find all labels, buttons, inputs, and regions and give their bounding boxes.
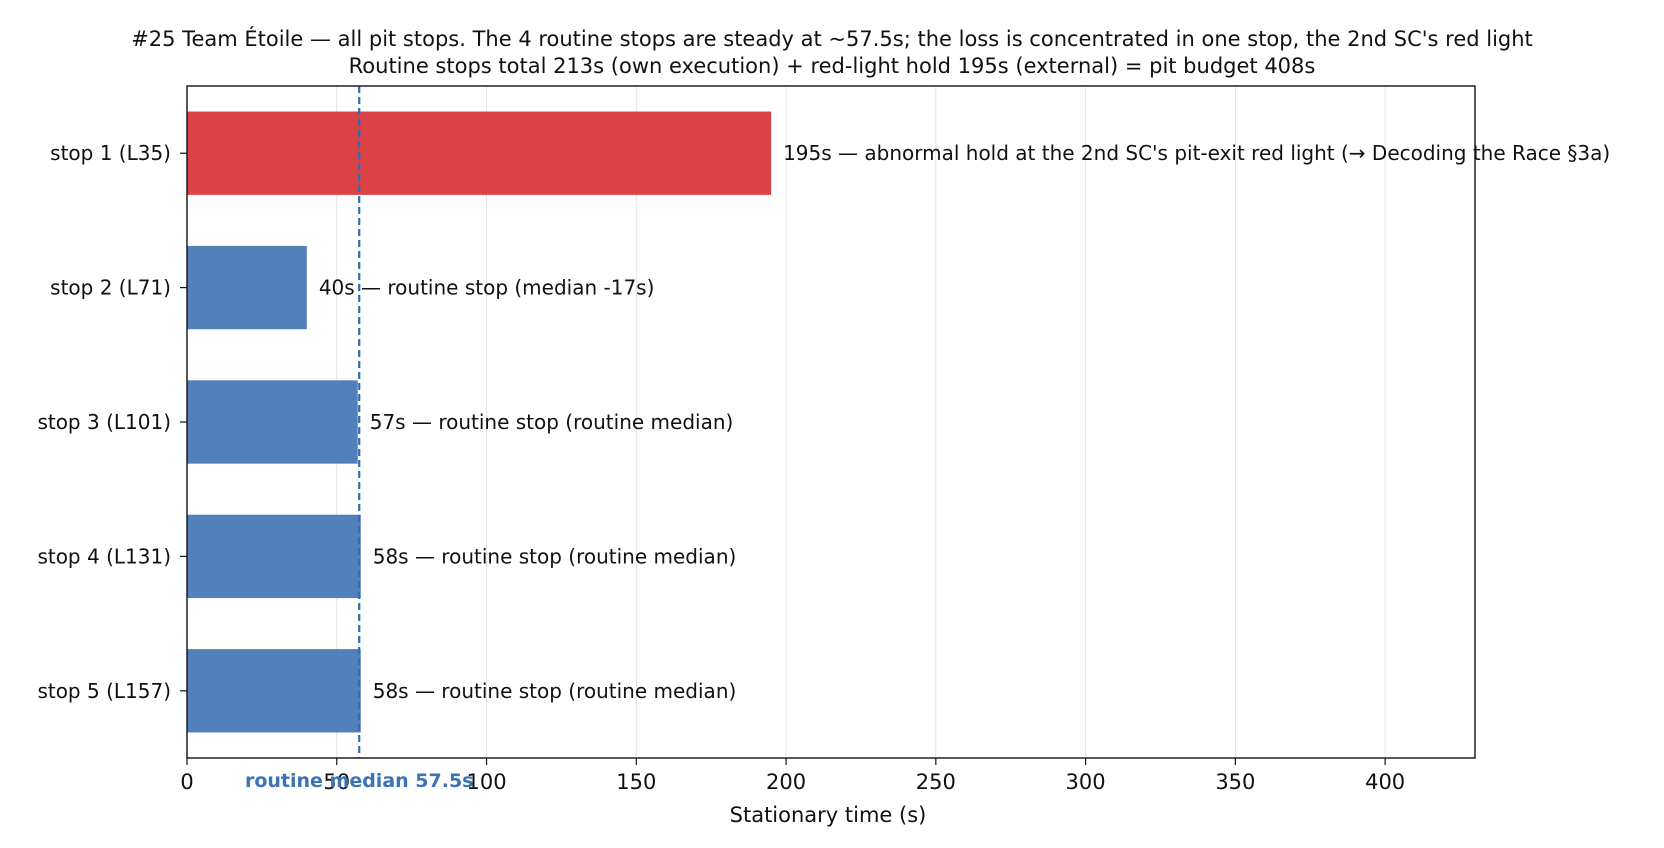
y-tick-label: stop 2 (L71) [50, 276, 171, 300]
bar-4 [187, 514, 361, 599]
bar-annotation-5: 58s — routine stop (routine median) [373, 679, 737, 703]
x-axis-ticks: 0 50 100 150 200 250 300 350 400 [180, 758, 1405, 794]
bars [187, 111, 772, 733]
y-tick-label: stop 3 (L101) [37, 410, 171, 434]
x-tick-label: 50 [323, 770, 350, 794]
x-tick-label: 0 [180, 770, 193, 794]
chart-title: #25 Team Étoile — all pit stops. The 4 r… [131, 26, 1533, 51]
y-axis-ticks: stop 1 (L35) stop 2 (L71) stop 3 (L101) sto… [37, 141, 187, 703]
bar-annotation-4: 58s — routine stop (routine median) [373, 544, 737, 568]
x-axis-label: Stationary time (s) [730, 803, 927, 827]
x-tick-label: 400 [1365, 770, 1405, 794]
bar-3 [187, 380, 358, 464]
bar-5 [187, 649, 361, 733]
x-tick-label: 350 [1215, 770, 1255, 794]
y-tick-label: stop 5 (L157) [37, 679, 171, 703]
bar-annotation-3: 57s — routine stop (routine median) [370, 410, 734, 434]
x-tick-label: 150 [616, 770, 656, 794]
bar-annotations: 195s — abnormal hold at the 2nd SC's pit… [245, 141, 1610, 792]
grid-lines [336, 86, 1386, 758]
y-tick-label: stop 1 (L35) [50, 141, 171, 165]
chart-subtitle: Routine stops total 213s (own execution)… [349, 54, 1316, 78]
x-tick-label: 200 [766, 770, 806, 794]
bar-2 [187, 245, 307, 330]
bar-annotation-1: 195s — abnormal hold at the 2nd SC's pit… [783, 141, 1610, 165]
bar-annotation-2: 40s — routine stop (median -17s) [319, 276, 655, 300]
x-tick-label: 100 [466, 770, 506, 794]
median-label: routine median 57.5s [245, 770, 474, 792]
y-tick-label: stop 4 (L131) [37, 544, 171, 568]
bar-1 [187, 111, 772, 195]
x-tick-label: 300 [1066, 770, 1106, 794]
x-tick-label: 250 [916, 770, 956, 794]
